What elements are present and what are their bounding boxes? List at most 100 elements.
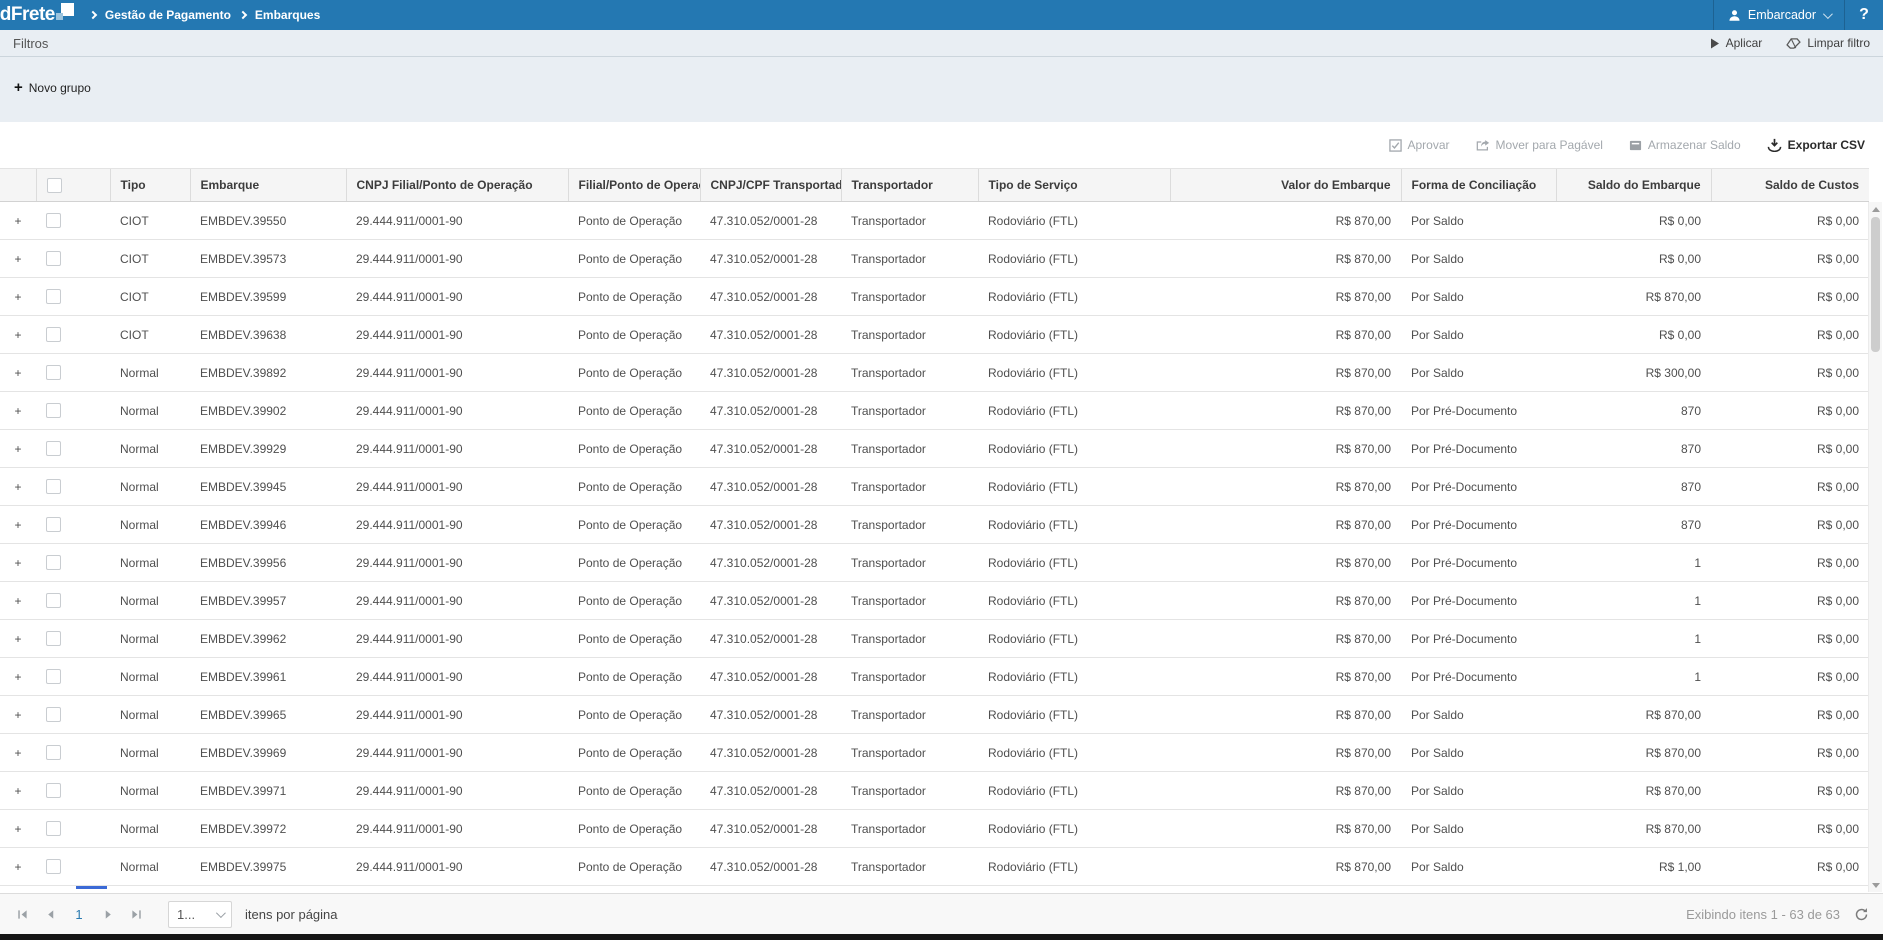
clear-filter-label: Limpar filtro — [1807, 36, 1870, 50]
cell-forma-conciliacao: Por Saldo — [1401, 239, 1556, 278]
row-checkbox[interactable] — [46, 365, 61, 381]
header-tipo[interactable]: Tipo — [109, 168, 190, 202]
help-button[interactable]: ? — [1845, 0, 1883, 30]
row-expand-button[interactable]: + — [0, 391, 36, 430]
row-checkbox[interactable] — [46, 213, 61, 229]
next-page-button[interactable] — [94, 900, 122, 928]
row-checkbox[interactable] — [46, 669, 61, 685]
cell-transportador: Transportador — [841, 771, 978, 810]
row-checkbox[interactable] — [46, 821, 61, 837]
apply-filter-button[interactable]: Aplicar — [1710, 36, 1762, 50]
cell-forma-conciliacao: Por Pré-Documento — [1401, 505, 1556, 544]
row-expand-button[interactable]: + — [0, 239, 36, 278]
row-expand-button[interactable]: + — [0, 467, 36, 506]
scroll-up-button[interactable] — [1869, 202, 1882, 216]
row-expand-button[interactable]: + — [0, 657, 36, 696]
current-page-button[interactable]: 1 — [75, 906, 83, 922]
cell-saldo-custos: R$ 0,00 — [1711, 505, 1869, 544]
refresh-icon[interactable] — [1854, 907, 1869, 922]
row-expand-button[interactable]: + — [0, 505, 36, 544]
row-expand-button[interactable]: + — [0, 201, 36, 240]
header-embarque[interactable]: Embarque — [189, 168, 346, 202]
clear-filter-button[interactable]: Limpar filtro — [1786, 36, 1870, 50]
first-page-icon — [17, 909, 27, 919]
previous-page-button[interactable] — [36, 900, 64, 928]
header-cnpj-filial[interactable]: CNPJ Filial/Ponto de Operação — [345, 168, 568, 202]
cell-valor-embarque: R$ 870,00 — [1170, 695, 1401, 734]
table-row: + Normal EMBDEV.39962 29.444.911/0001-90… — [0, 619, 1869, 658]
app-logo[interactable]: ldFrete — [0, 1, 74, 29]
row-checkbox[interactable] — [46, 479, 61, 495]
row-expand-button[interactable]: + — [0, 695, 36, 734]
row-checkbox[interactable] — [46, 555, 61, 571]
row-expand-button[interactable]: + — [0, 315, 36, 354]
store-balance-button[interactable]: Armazenar Saldo — [1629, 138, 1741, 152]
breadcrumb: Gestão de Pagamento Embarques — [88, 8, 321, 22]
cell-filial: Ponto de Operação — [568, 353, 700, 392]
row-checkbox-cell — [36, 239, 110, 278]
cell-tipo: Normal — [110, 581, 190, 620]
last-page-button[interactable] — [122, 900, 150, 928]
row-expand-button[interactable]: + — [0, 771, 36, 810]
new-group-button[interactable]: + Novo grupo — [14, 80, 91, 95]
move-to-payable-button[interactable]: Mover para Pagável — [1476, 138, 1603, 152]
row-expand-button[interactable]: + — [0, 619, 36, 658]
row-checkbox[interactable] — [46, 631, 61, 647]
row-expand-button[interactable]: + — [0, 809, 36, 848]
arrow-up-icon — [1871, 206, 1880, 212]
row-expand-button[interactable]: + — [0, 429, 36, 468]
vertical-scrollbar[interactable] — [1868, 202, 1882, 892]
cell-filial: Ponto de Operação — [568, 581, 700, 620]
row-checkbox[interactable] — [46, 327, 61, 343]
cell-filial: Ponto de Operação — [568, 619, 700, 658]
cell-tipo: Normal — [110, 657, 190, 696]
cell-filial: Ponto de Operação — [568, 429, 700, 468]
header-valor-embarque[interactable]: Valor do Embarque — [1169, 168, 1401, 202]
row-checkbox[interactable] — [46, 783, 61, 799]
scroll-down-button[interactable] — [1869, 878, 1882, 892]
row-checkbox[interactable] — [46, 745, 61, 761]
row-expand-button[interactable]: + — [0, 353, 36, 392]
header-transportador[interactable]: Transportador — [840, 168, 978, 202]
row-expand-button[interactable]: + — [0, 733, 36, 772]
row-checkbox[interactable] — [46, 403, 61, 419]
header-saldo-custos[interactable]: Saldo de Custos — [1710, 168, 1869, 202]
page-size-select[interactable]: 1... — [168, 900, 232, 928]
row-checkbox[interactable] — [46, 251, 61, 267]
breadcrumb-item-embarques[interactable]: Embarques — [254, 8, 321, 22]
items-per-page-label: itens por página — [245, 906, 338, 922]
filters-panel: Filtros Aplicar Limpar filtro + Novo gru… — [0, 30, 1883, 122]
user-menu-button[interactable]: Embarcador — [1714, 0, 1844, 30]
first-page-button[interactable] — [8, 900, 36, 928]
row-expand-button[interactable]: + — [0, 543, 36, 582]
select-all-checkbox[interactable] — [46, 177, 62, 193]
export-csv-button[interactable]: Exportar CSV — [1767, 138, 1865, 152]
header-forma-conciliacao[interactable]: Forma de Conciliação — [1400, 168, 1556, 202]
breadcrumb-item-gestao[interactable]: Gestão de Pagamento — [104, 8, 231, 22]
row-checkbox[interactable] — [46, 859, 61, 875]
row-checkbox[interactable] — [46, 441, 61, 457]
cell-saldo-custos: R$ 0,00 — [1711, 277, 1869, 316]
row-expand-button[interactable]: + — [0, 581, 36, 620]
cell-valor-embarque: R$ 870,00 — [1170, 315, 1401, 354]
row-checkbox[interactable] — [46, 707, 61, 723]
scrollbar-thumb[interactable] — [1871, 217, 1880, 352]
cell-tipo: Normal — [110, 353, 190, 392]
row-checkbox[interactable] — [46, 289, 61, 305]
header-filial[interactable]: Filial/Ponto de Operação — [567, 168, 700, 202]
cell-saldo-custos: R$ 0,00 — [1711, 239, 1869, 278]
header-saldo-embarque[interactable]: Saldo do Embarque — [1555, 168, 1711, 202]
row-checkbox[interactable] — [46, 517, 61, 533]
cell-saldo-embarque: R$ 1,00 — [1556, 847, 1711, 886]
row-checkbox[interactable] — [46, 593, 61, 609]
row-checkbox-cell — [36, 581, 110, 620]
row-expand-button[interactable]: + — [0, 277, 36, 316]
table-row: + Normal EMBDEV.39972 29.444.911/0001-90… — [0, 809, 1869, 848]
cell-forma-conciliacao: Por Saldo — [1401, 315, 1556, 354]
row-expand-button[interactable]: + — [0, 847, 36, 886]
header-cnpj-transportador[interactable]: CNPJ/CPF Transportador — [699, 168, 841, 202]
cell-embarque: EMBDEV.39965 — [190, 695, 346, 734]
header-tipo-servico[interactable]: Tipo de Serviço — [977, 168, 1170, 202]
cell-embarque: EMBDEV.39945 — [190, 467, 346, 506]
approve-button[interactable]: Aprovar — [1388, 138, 1450, 152]
